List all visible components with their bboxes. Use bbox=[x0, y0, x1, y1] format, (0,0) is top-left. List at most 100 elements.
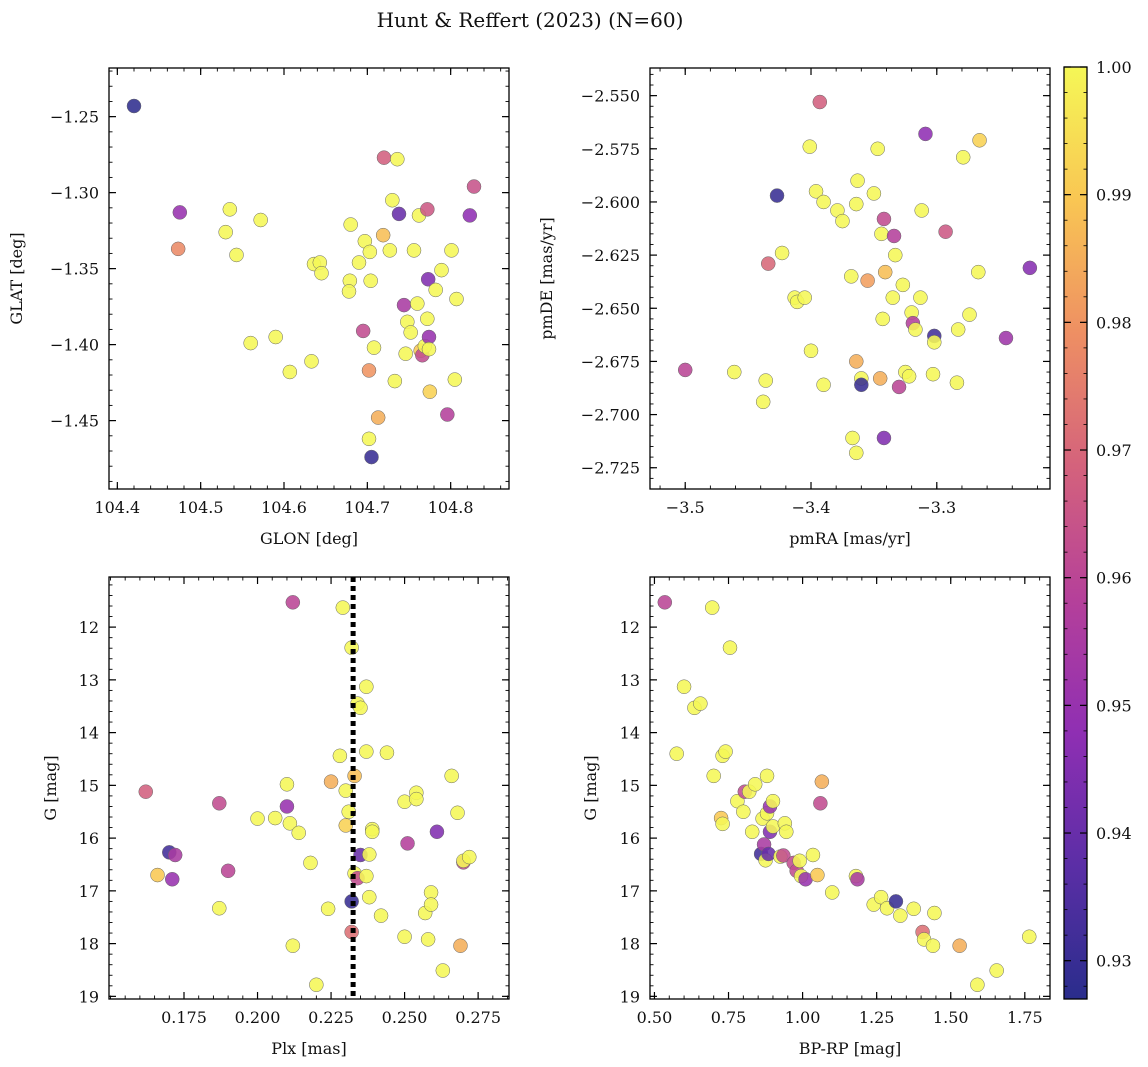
colorbar-tick-label: 0.95 bbox=[1096, 696, 1132, 715]
data-point bbox=[677, 362, 693, 378]
data-point bbox=[359, 744, 374, 759]
data-point bbox=[1022, 260, 1038, 276]
data-point bbox=[814, 774, 830, 789]
data-point bbox=[866, 186, 882, 201]
data-point bbox=[376, 150, 392, 165]
data-point bbox=[361, 431, 377, 447]
axes-frame bbox=[649, 67, 1051, 490]
colorbar-tick-label: 0.96 bbox=[1096, 569, 1132, 588]
y-tick-label: 19 bbox=[620, 987, 640, 1006]
axes-frame bbox=[108, 576, 510, 1000]
data-point bbox=[291, 825, 306, 841]
data-point bbox=[398, 346, 413, 361]
data-point bbox=[835, 213, 850, 229]
data-point bbox=[849, 354, 864, 369]
colorbar-tick-label: 1.00 bbox=[1096, 58, 1132, 77]
y-tick-label: −1.40 bbox=[50, 336, 99, 355]
data-point bbox=[955, 150, 971, 165]
data-point bbox=[212, 901, 227, 916]
data-point bbox=[888, 247, 903, 263]
x-axis-label: BP-RP [mag] bbox=[799, 1039, 901, 1058]
data-point bbox=[420, 311, 435, 327]
ticks: 104.4 104.5 104.6 104.7 104.8 −1.25 −1.30 −1.35… bbox=[50, 68, 509, 517]
x-tick-label: 0.175 bbox=[161, 1008, 207, 1027]
y-tick-label: −1.25 bbox=[50, 108, 99, 127]
data-point bbox=[320, 901, 336, 917]
data-point bbox=[150, 867, 165, 883]
data-point bbox=[373, 908, 389, 923]
data-point bbox=[925, 938, 941, 953]
y-axis-label: GLAT [deg] bbox=[7, 232, 26, 324]
data-point bbox=[876, 211, 892, 227]
data-point bbox=[250, 811, 265, 826]
data-point bbox=[792, 853, 807, 869]
data-point bbox=[952, 938, 967, 953]
data-point bbox=[779, 824, 794, 840]
data-point bbox=[989, 963, 1004, 978]
data-point bbox=[872, 371, 888, 386]
colorbar-tick-label: 0.98 bbox=[1096, 313, 1132, 332]
colorbar-tick-label: 0.94 bbox=[1096, 824, 1132, 843]
y-tick-label: 15 bbox=[620, 776, 640, 795]
data-point bbox=[364, 449, 379, 465]
data-point bbox=[875, 311, 890, 327]
data-point bbox=[379, 745, 395, 760]
data-point bbox=[676, 679, 692, 694]
x-tick-label: 0.200 bbox=[235, 1008, 281, 1027]
data-point bbox=[362, 889, 377, 905]
y-tick-label: 18 bbox=[620, 935, 640, 954]
data-point bbox=[422, 384, 438, 399]
data-point bbox=[359, 868, 374, 884]
data-point bbox=[335, 600, 351, 615]
data-point bbox=[885, 290, 901, 305]
data-point bbox=[803, 343, 819, 359]
points bbox=[126, 98, 482, 465]
data-point bbox=[938, 224, 953, 239]
y-tick-label: 16 bbox=[620, 829, 640, 848]
y-tick-label: 18 bbox=[79, 935, 99, 954]
colorbar-gradient bbox=[1063, 66, 1088, 1000]
data-point bbox=[850, 872, 865, 887]
data-point bbox=[447, 372, 463, 387]
y-tick-label: 14 bbox=[79, 724, 99, 743]
y-tick-label: 12 bbox=[79, 618, 99, 637]
data-point bbox=[816, 377, 831, 393]
data-point bbox=[370, 410, 386, 425]
y-tick-label: 17 bbox=[79, 882, 99, 901]
data-point bbox=[279, 777, 295, 792]
x-tick-label: 104.4 bbox=[94, 498, 140, 517]
data-point bbox=[802, 139, 817, 154]
data-point bbox=[314, 265, 329, 281]
data-point bbox=[914, 203, 929, 218]
data-point bbox=[760, 256, 776, 271]
data-point bbox=[309, 977, 324, 993]
data-point bbox=[715, 816, 730, 832]
data-point bbox=[774, 245, 790, 261]
colorbar-tick-label: 0.97 bbox=[1096, 441, 1132, 460]
data-point bbox=[391, 206, 407, 222]
data-point bbox=[220, 863, 236, 879]
data-point bbox=[886, 228, 902, 244]
x-tick-label: 0.75 bbox=[711, 1008, 747, 1027]
data-point bbox=[797, 290, 812, 305]
data-point bbox=[718, 744, 733, 759]
x-tick-label: −3.4 bbox=[792, 498, 831, 517]
data-point bbox=[466, 179, 482, 194]
data-point bbox=[462, 849, 477, 865]
data-point bbox=[769, 188, 785, 203]
figure-title: Hunt & Reffert (2023) (N=60) bbox=[377, 8, 684, 32]
data-point bbox=[759, 768, 775, 784]
data-point bbox=[808, 184, 824, 199]
data-point bbox=[761, 846, 776, 862]
data-point bbox=[810, 867, 825, 883]
data-point bbox=[722, 640, 738, 655]
data-point bbox=[420, 272, 436, 287]
data-point bbox=[765, 793, 781, 809]
panel-proper-motion: −3.5 −3.4 −3.3 −2.550 −2.575 −2.600 −2.625 −2.6… bbox=[537, 67, 1051, 548]
y-tick-label: 12 bbox=[620, 618, 640, 637]
y-tick-label: −2.575 bbox=[581, 140, 640, 159]
data-point bbox=[1022, 929, 1037, 944]
x-tick-label: 1.75 bbox=[1007, 1008, 1043, 1027]
data-point bbox=[918, 126, 933, 142]
y-tick-label: −2.550 bbox=[581, 87, 640, 106]
